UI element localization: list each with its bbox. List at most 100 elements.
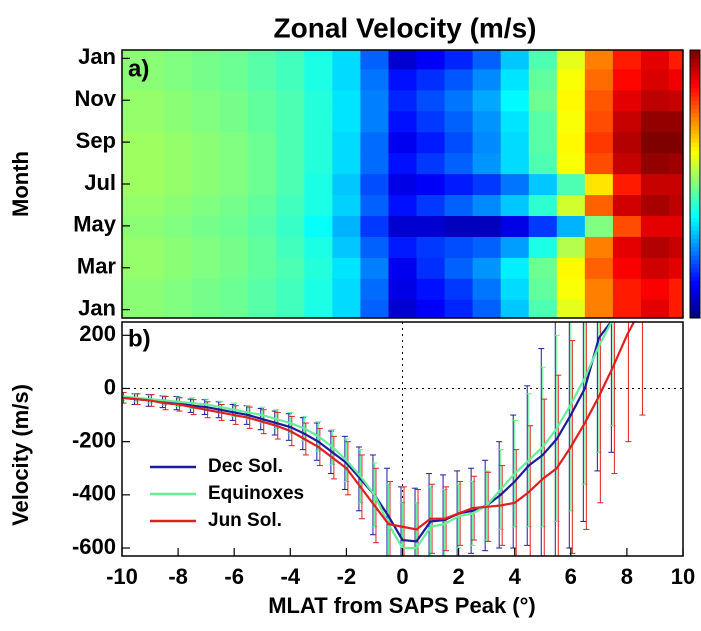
heat-cell (332, 152, 362, 175)
heat-cell (136, 236, 165, 258)
heat-cell (528, 50, 558, 70)
colorbar-segment (690, 267, 700, 273)
colorbar-segment (690, 309, 700, 315)
colorbar-segment (690, 100, 700, 105)
heat-cell (388, 89, 418, 112)
y-tick-label: Jan (78, 295, 116, 320)
heat-cell (220, 215, 249, 237)
colorbar-segment (690, 251, 700, 256)
heat-cell (248, 257, 277, 279)
heat-cell (556, 215, 586, 237)
x-tick-label: 0 (396, 564, 408, 589)
colorbar-segment (690, 301, 700, 306)
heat-cell (528, 299, 558, 318)
heat-cell (612, 257, 642, 279)
colorbar-segment (690, 246, 700, 252)
heat-cell (122, 152, 137, 175)
heat-cell (164, 131, 193, 154)
heat-cell (360, 194, 390, 217)
heat-cell (556, 236, 586, 258)
x-tick-label: -8 (168, 564, 188, 589)
heat-cell (332, 110, 362, 133)
heat-cell (332, 299, 362, 318)
heat-cell (528, 68, 558, 91)
heat-cell (136, 257, 165, 279)
colorbar-segment (690, 121, 700, 126)
heat-cell (360, 110, 390, 133)
heat-cell (640, 152, 670, 175)
heat-cell (612, 50, 642, 70)
heat-cell (360, 236, 390, 258)
heat-cell (472, 68, 502, 91)
heat-cell (304, 173, 333, 196)
heat-cell (220, 173, 249, 196)
heat-cell (276, 173, 305, 196)
colorbar-segment (690, 221, 700, 227)
y-axis-label: Velocity (m/s) (8, 384, 33, 526)
legend-label: Dec Sol. (208, 456, 283, 477)
heat-cell (556, 50, 586, 70)
heat-cell (556, 152, 586, 175)
heat-cell (668, 50, 683, 70)
y-tick-label: -600 (72, 534, 116, 559)
heat-cell (388, 50, 418, 70)
heat-cell (248, 173, 277, 196)
colorbar-segment (690, 154, 700, 160)
heat-cell (192, 257, 221, 279)
colorbar-segment (690, 255, 700, 260)
heat-cell (640, 50, 670, 70)
heat-cell (584, 215, 614, 237)
colorbar-segment (690, 192, 700, 198)
heat-cell (122, 194, 137, 217)
heat-cell (416, 194, 446, 217)
colorbar-segment (690, 50, 700, 55)
heat-cell (500, 278, 530, 300)
heat-cell (192, 299, 221, 318)
heat-cell (612, 173, 642, 196)
heat-cell (472, 257, 502, 279)
heat-cell (304, 89, 333, 112)
heat-cell (136, 299, 165, 318)
heat-cell (248, 299, 277, 318)
heat-cell (584, 278, 614, 300)
heat-cell (332, 215, 362, 237)
heat-cell (584, 194, 614, 217)
colorbar-segment (690, 204, 700, 210)
heat-cell (612, 215, 642, 237)
heat-cell (192, 50, 221, 70)
heat-cell (304, 299, 333, 318)
y-tick-label: Sep (76, 128, 116, 153)
colorbar-segment (690, 91, 700, 97)
legend-label: Jun Sol. (208, 510, 282, 531)
y-tick-label: Jul (84, 170, 116, 195)
colorbar-segment (690, 87, 700, 93)
x-tick-label: 6 (565, 564, 577, 589)
colorbar-segment (690, 209, 700, 214)
heat-cell (360, 215, 390, 237)
heat-cell (220, 110, 249, 133)
heat-cell (164, 50, 193, 70)
heat-cell (668, 68, 683, 91)
series-line (122, 322, 636, 531)
heat-cell (556, 278, 586, 300)
heat-cell (332, 68, 362, 91)
colorbar-segment (690, 196, 700, 202)
heat-cell (528, 194, 558, 217)
heat-cell (332, 50, 362, 70)
heat-cell (444, 152, 474, 175)
heat-cell (122, 50, 137, 70)
x-tick-label: -4 (281, 564, 301, 589)
heat-cell (500, 299, 530, 318)
heat-cell (584, 236, 614, 258)
colorbar-segment (690, 96, 700, 101)
heat-cell (220, 50, 249, 70)
heat-cell (304, 131, 333, 154)
heat-cell (332, 131, 362, 154)
heat-cell (164, 194, 193, 217)
x-tick-label: -10 (106, 564, 138, 589)
heat-cell (556, 131, 586, 154)
colorbar-segment (690, 142, 700, 147)
heat-cell (360, 89, 390, 112)
heat-cell (640, 131, 670, 154)
colorbar-segment (690, 79, 700, 84)
